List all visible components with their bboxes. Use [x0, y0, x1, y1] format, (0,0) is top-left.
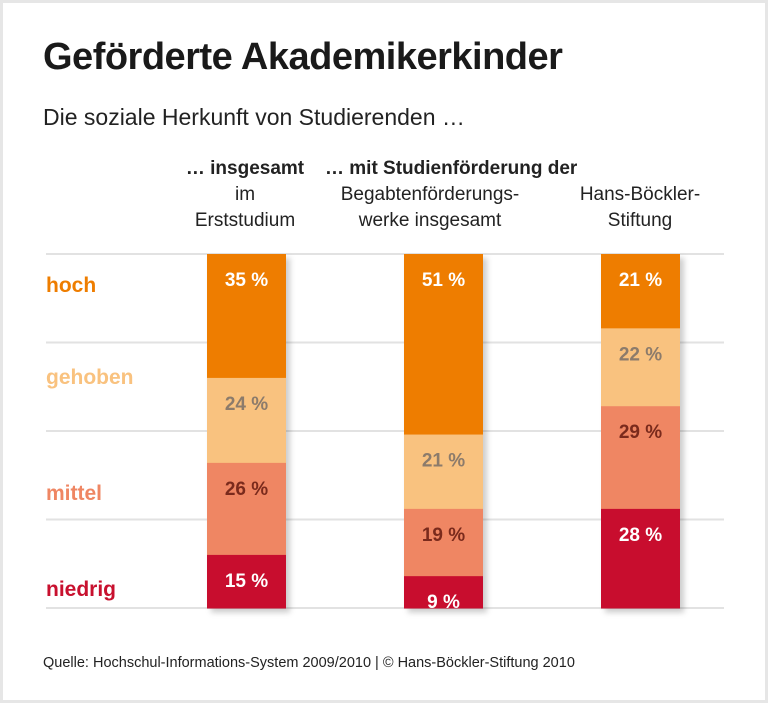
bar-segment-gehoben: [207, 377, 286, 464]
legend-label-mittel: mittel: [46, 482, 102, 505]
legend-label-hoch: hoch: [46, 274, 96, 297]
column-label-line: im: [234, 184, 256, 205]
bar-segment-hoch: [207, 254, 286, 379]
column-label-line: Begabtenförderungs-: [340, 184, 520, 205]
bar-segment-mittel: [601, 406, 680, 510]
chart-subtitle: Die soziale Herkunft von Studierenden …: [43, 104, 465, 130]
data-label: 29 %: [619, 422, 662, 443]
bar-segment-niedrig: [207, 554, 286, 609]
data-label: 35 %: [225, 270, 268, 291]
bar-stack: [207, 254, 286, 609]
column-header-2: Begabtenförderungs- werke insgesamt: [320, 182, 540, 234]
bar-stack: [404, 254, 483, 609]
bar-segment-niedrig: [601, 508, 680, 609]
data-label: 51 %: [422, 270, 465, 291]
column-group-label-1: … insgesamt: [185, 158, 305, 179]
column-label-line: Stiftung: [607, 210, 673, 231]
data-label: 26 %: [225, 479, 268, 500]
data-label: 21 %: [422, 451, 465, 472]
source-note: Quelle: Hochschul-Informations-System 20…: [43, 655, 575, 671]
legend-label-gehoben: gehoben: [46, 366, 134, 389]
data-label: 24 %: [225, 394, 268, 415]
bar-stack: [601, 254, 680, 609]
data-label: 21 %: [619, 270, 662, 291]
bar-segment-gehoben: [404, 434, 483, 510]
bar-segment-hoch: [404, 254, 483, 436]
legend-label-niedrig: niedrig: [46, 578, 116, 601]
data-label: 19 %: [422, 525, 465, 546]
data-label: 15 %: [225, 571, 268, 592]
column-label-line: Erststudium: [194, 210, 296, 231]
column-header-3: Hans-Böckler- Stiftung: [555, 182, 725, 234]
bar-segment-mittel: [207, 462, 286, 556]
column-label-line: werke insgesamt: [358, 210, 502, 231]
column-group-label-2: … mit Studienförderung der: [325, 158, 578, 179]
bar-segment-gehoben: [601, 328, 680, 407]
column-header-1: … insgesamt im Erststudium: [160, 156, 330, 234]
chart-title: Geförderte Akademikerkinder: [43, 36, 563, 78]
bar-segment-mittel: [404, 508, 483, 577]
data-label: 22 %: [619, 344, 662, 365]
bar-segment-niedrig: [404, 576, 483, 609]
data-label: 9 %: [427, 592, 460, 613]
column-label-line: Hans-Böckler-: [579, 184, 701, 205]
data-label: 28 %: [619, 525, 662, 546]
bar-segment-hoch: [601, 254, 680, 329]
